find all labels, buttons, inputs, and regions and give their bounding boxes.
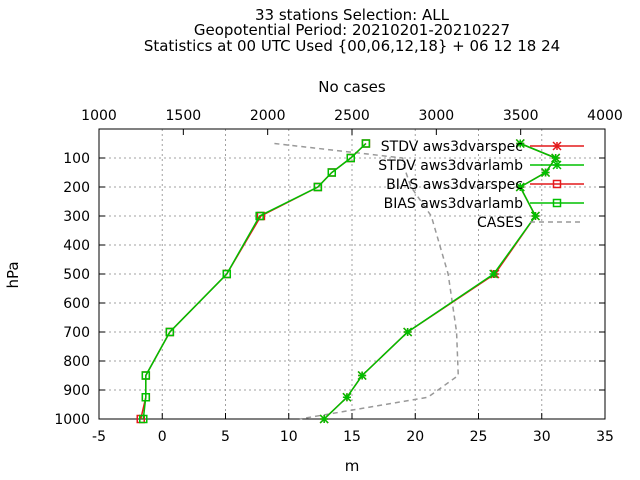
x-tick-label: 30 (533, 429, 551, 445)
legend-marker (552, 141, 562, 151)
x2-tick-label: 4000 (587, 108, 623, 124)
x-tick-label: 20 (406, 429, 424, 445)
series-1-point (357, 370, 367, 381)
legend-label: CASES (477, 215, 523, 231)
series-line-3 (142, 142, 367, 420)
x2-tick-label: 1500 (166, 108, 202, 124)
marker-stroke (403, 327, 413, 337)
title-line-2: Geopotential Period: 20210201-20210227 (194, 21, 510, 39)
legend-label: STDV aws3dvarlamb (378, 158, 523, 174)
x-tick-label: 10 (280, 429, 298, 445)
title-line-1: 33 stations Selection: ALL (255, 6, 450, 24)
y-tick-label: 700 (63, 325, 90, 341)
y-axis-label: hPa (4, 261, 22, 288)
legend-marker (552, 198, 562, 208)
series-3-point (222, 269, 232, 279)
legend-label: BIAS aws3dvarlamb (384, 196, 523, 212)
series-3-point (139, 414, 148, 424)
x-tick-label: 0 (158, 429, 167, 445)
y-tick-label: 300 (63, 209, 90, 225)
y-tick-label: 200 (63, 180, 90, 196)
marker-stroke (357, 370, 367, 381)
chart-title: 33 stations Selection: ALL Geopotential … (144, 6, 560, 55)
series-3-point (313, 182, 323, 192)
series-3-point (361, 139, 371, 148)
y-tick-label: 800 (63, 354, 90, 370)
series-3-point (141, 371, 151, 380)
series-1-point (530, 211, 540, 221)
legend-label: BIAS aws3dvarspec (386, 177, 523, 193)
series-3-point (346, 153, 355, 163)
legend: STDV aws3dvarspec STDV aws3dvarlamb BIAS a… (378, 139, 584, 231)
series-1-point (515, 138, 525, 149)
y-tick-label: 400 (63, 238, 90, 254)
legend-marker (552, 160, 562, 170)
axis-ticks: -5 0 5 10 15 20 25 30 35 1000 1500 2000 2500 3000 3500… (54, 108, 622, 445)
legend-marker (552, 179, 562, 189)
series-1-point (551, 153, 561, 163)
x-tick-label: -5 (92, 429, 106, 445)
series-3-point (165, 327, 175, 337)
x-tick-label: 25 (470, 429, 488, 445)
y-tick-label: 900 (63, 383, 90, 399)
series-1-point (515, 182, 525, 192)
cases-line (274, 142, 460, 420)
series-1-point (541, 167, 551, 178)
series-3-point (255, 211, 264, 221)
legend-label: STDV aws3dvarspec (381, 139, 523, 155)
grid-lines (99, 129, 605, 419)
y-tick-label: 600 (63, 296, 90, 312)
marker-stroke (530, 211, 540, 221)
series-1-point (342, 392, 352, 402)
marker-stroke (541, 167, 551, 178)
y-tick-label: 1000 (54, 412, 90, 428)
marker-stroke (552, 160, 562, 170)
x2-tick-label: 2000 (250, 108, 286, 124)
marker-stroke (552, 141, 562, 151)
series-3-point (141, 393, 151, 402)
marker-stroke (342, 392, 352, 402)
marker-stroke (515, 138, 525, 149)
series-1-point (319, 414, 329, 424)
x2-axis-label: No cases (318, 78, 386, 96)
x2-tick-label: 2500 (334, 108, 370, 124)
x-tick-label: 15 (343, 429, 361, 445)
marker-stroke (551, 153, 561, 163)
x2-tick-label: 3500 (503, 108, 539, 124)
series-1-point (403, 327, 413, 337)
marker-stroke (489, 269, 499, 279)
x2-tick-label: 1000 (81, 108, 117, 124)
x-tick-label: 5 (221, 429, 230, 445)
x-axis-label: m (345, 457, 360, 475)
series-line-2 (140, 142, 367, 420)
marker-stroke (319, 414, 329, 424)
series-1-point (489, 269, 499, 279)
title-line-3: Statistics at 00 UTC Used {00,06,12,18} … (144, 37, 560, 55)
y-tick-label: 500 (63, 267, 90, 283)
marker-stroke (515, 182, 525, 192)
x-tick-label: 35 (596, 429, 614, 445)
x2-tick-label: 3000 (419, 108, 455, 124)
series-3-point (327, 168, 337, 177)
y-tick-label: 100 (63, 151, 90, 167)
